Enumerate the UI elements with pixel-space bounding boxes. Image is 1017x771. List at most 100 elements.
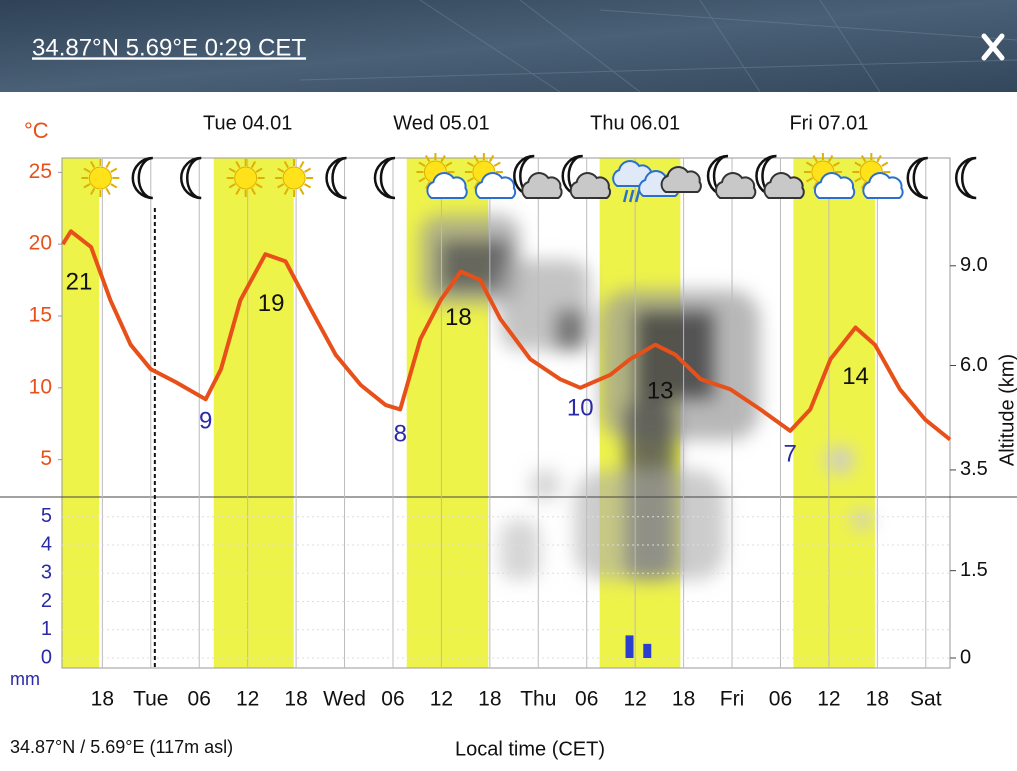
- sun-ray: [304, 183, 312, 189]
- header-map-pattern: [299, 0, 1017, 93]
- sun-ray: [83, 183, 91, 189]
- x-tick-label: Tue: [133, 688, 168, 711]
- x-tick-label: 18: [672, 688, 695, 711]
- precip-tick-label: 2: [41, 590, 52, 612]
- weather-icon: [803, 153, 856, 199]
- moon: [906, 156, 928, 200]
- x-tick-label: 06: [188, 688, 211, 711]
- weather-icon: [180, 156, 202, 200]
- temperature-annotation: 9: [199, 408, 212, 435]
- close-button[interactable]: [981, 33, 1005, 61]
- x-tick-label: Fri: [720, 688, 745, 711]
- precip-unit: mm: [10, 669, 40, 689]
- cloud: [426, 172, 468, 199]
- temperature-annotation: 21: [66, 268, 93, 295]
- day-label: Fri 07.01: [789, 112, 868, 134]
- plot-frame: [61, 157, 951, 669]
- cloud: [569, 172, 612, 199]
- temperature-annotation: 13: [647, 377, 674, 404]
- weather-icon: [464, 153, 517, 199]
- x-tick-label: 06: [575, 688, 598, 711]
- weather-icon: [706, 154, 757, 199]
- sun-ray: [466, 161, 474, 167]
- sun-ray: [283, 187, 289, 195]
- x-tick-label: 12: [817, 688, 840, 711]
- weather-icon: [755, 154, 805, 199]
- x-tick-label: 06: [381, 688, 404, 711]
- sun-ray: [418, 177, 426, 183]
- sun-disc: [234, 166, 258, 190]
- sun-ray: [440, 155, 446, 163]
- weather-icon: [131, 156, 153, 200]
- sun-ray: [832, 161, 840, 167]
- sun-ray: [299, 161, 305, 169]
- cloud: [474, 172, 517, 199]
- weather-icon: [852, 153, 904, 199]
- moon: [325, 156, 347, 200]
- sun-ray: [235, 161, 241, 169]
- sun-ray: [105, 161, 111, 169]
- temperature-annotation: 8: [394, 421, 407, 448]
- daylight-band: [62, 158, 100, 668]
- temperature-annotation: 18: [445, 304, 472, 331]
- precip-tick-label: 0: [41, 646, 52, 668]
- precip-tick-label: 1: [41, 618, 52, 640]
- sun-ray: [277, 167, 285, 173]
- y-tick-label: 25: [29, 160, 52, 183]
- x-axis-label: Local time (CET): [455, 738, 605, 760]
- header-title: 34.87°N 5.69°E 0:29 CET: [32, 34, 306, 61]
- temperature-annotation: 10: [567, 395, 594, 422]
- x-tick-label: 12: [236, 688, 259, 711]
- y2-tick-label: 1.5: [960, 559, 988, 581]
- x-tick-label: 18: [866, 688, 889, 711]
- sun-ray: [228, 183, 236, 189]
- sun-ray: [283, 161, 289, 169]
- weather-icon: [612, 160, 680, 203]
- sun-disc: [282, 166, 306, 190]
- sun-ray: [876, 155, 882, 163]
- sun-ray: [854, 161, 862, 167]
- sun-ray: [445, 161, 453, 167]
- rain-streak: [622, 189, 629, 203]
- sun-ray: [89, 187, 96, 195]
- y2-tick-label: 0: [960, 646, 971, 668]
- cloud: [521, 172, 563, 199]
- daylight-bands: [62, 158, 875, 668]
- x-tick-label: 18: [284, 688, 307, 711]
- temperature-line: [61, 229, 952, 442]
- x-tick-label: 18: [91, 688, 114, 711]
- sun-ray: [881, 161, 889, 167]
- temperature-annotation: 7: [783, 441, 796, 468]
- sun-ray: [805, 161, 814, 167]
- sun-ray: [277, 183, 285, 189]
- sun-ray: [805, 177, 814, 183]
- cloud: [763, 172, 805, 199]
- cloud: [660, 166, 702, 193]
- precip-bar: [643, 643, 652, 658]
- weather-icon: [226, 159, 265, 197]
- sun-ray: [89, 161, 96, 169]
- x-tick-label: Wed: [323, 688, 366, 711]
- cloud: [813, 172, 856, 199]
- sun-ray: [425, 155, 431, 163]
- moon: [180, 156, 202, 200]
- sun-ray: [250, 187, 257, 195]
- sun-ray: [228, 167, 236, 173]
- weather-icon: [906, 156, 928, 200]
- sun-ray: [304, 167, 312, 173]
- footer-location: 34.87°N / 5.69°E (117m asl): [10, 737, 233, 757]
- daylight-band: [213, 158, 294, 668]
- sun-ray: [493, 161, 501, 167]
- header-bar: [0, 0, 1017, 92]
- temperature-annotation: 14: [842, 363, 869, 390]
- x-tick-label: Thu: [520, 688, 556, 711]
- cloud: [862, 172, 904, 199]
- x-tick-label: 18: [478, 688, 501, 711]
- sun-ray: [812, 155, 818, 163]
- moon: [131, 156, 153, 200]
- sun-ray: [466, 177, 474, 183]
- precip-bar: [625, 635, 634, 658]
- sun-ray: [83, 167, 91, 173]
- sun-ray: [255, 183, 263, 189]
